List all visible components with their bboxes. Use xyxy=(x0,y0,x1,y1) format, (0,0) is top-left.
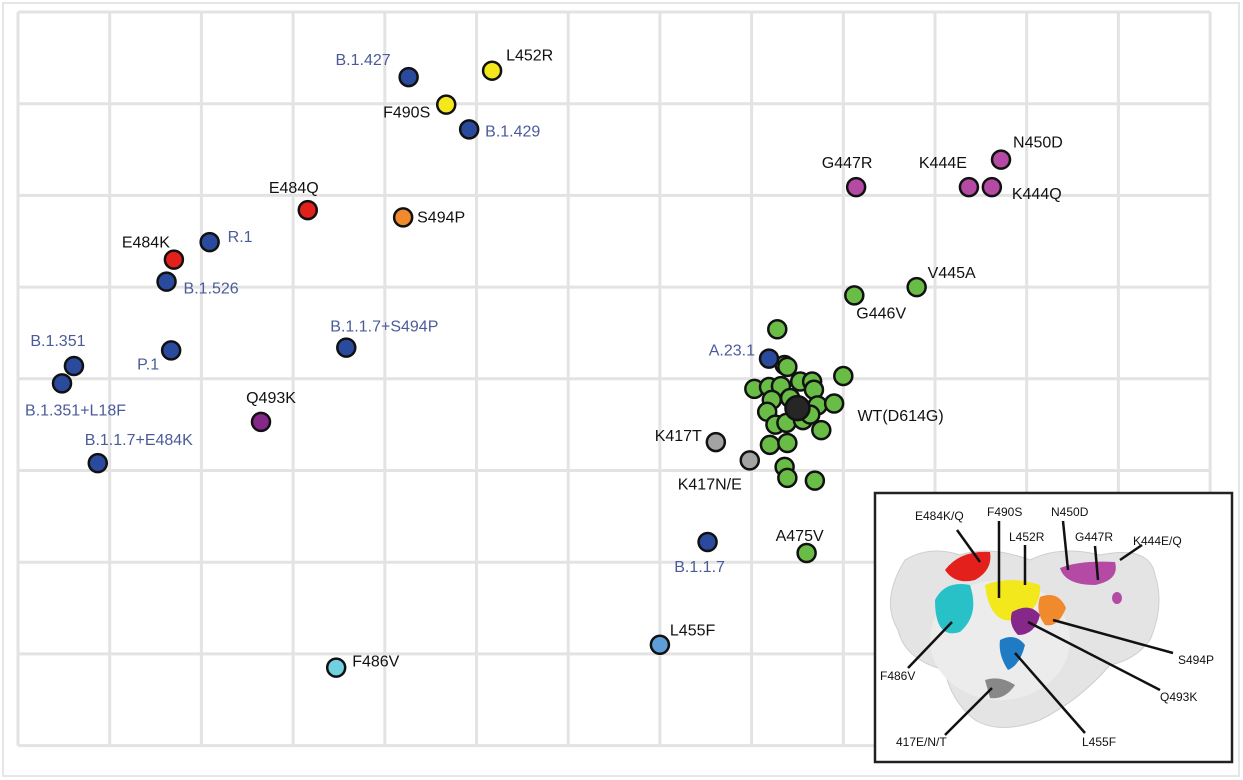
point-label: S494P xyxy=(417,209,465,226)
point xyxy=(811,419,832,441)
point-e484q xyxy=(297,199,319,221)
point-k444q xyxy=(981,176,1003,198)
protein-surface xyxy=(889,550,1160,728)
point-label: Q493K xyxy=(246,390,296,407)
point-label: L452R xyxy=(506,48,553,65)
point-label: B.1.427 xyxy=(335,52,390,69)
point-g447r xyxy=(845,176,867,198)
point-label: P.1 xyxy=(137,356,159,373)
point-g446v xyxy=(844,285,865,306)
point-r-1 xyxy=(199,231,220,253)
inset-labels: E484K/Q F490S L452R N450D G447R K444E/Q … xyxy=(880,505,1214,749)
point xyxy=(767,319,788,340)
point-p-1 xyxy=(160,340,182,361)
inset-label: L455F xyxy=(1082,735,1116,749)
point-labels: B.1.427 L452R F490S B.1.429 E484Q S494P R.1 E48… xyxy=(25,48,1063,671)
inset-leader-lines xyxy=(907,520,1174,736)
point xyxy=(777,432,798,454)
point-f486v xyxy=(325,657,347,678)
point-label: K417N/E xyxy=(678,476,742,493)
point-b-1-1-7-e484k xyxy=(87,452,109,474)
point-label: B.1.1.7+S494P xyxy=(330,319,438,336)
point-label: B.1.1.7+E484K xyxy=(85,432,193,449)
point-b-1-429 xyxy=(458,119,480,140)
point-n450d xyxy=(990,149,1012,170)
point-label: E484K xyxy=(122,235,170,252)
inset-label: E484K/Q xyxy=(915,509,964,523)
point-label: F490S xyxy=(383,105,430,122)
point xyxy=(759,434,781,456)
point-label: B.1.526 xyxy=(184,281,239,298)
inset-label: S494P xyxy=(1178,653,1214,667)
point-label: R.1 xyxy=(228,229,253,246)
point-label: WT(D614G) xyxy=(857,408,943,425)
point-label: B.1.351 xyxy=(30,333,85,350)
point-v445a xyxy=(906,276,927,298)
point xyxy=(777,356,798,378)
point-label: K444E xyxy=(919,155,967,172)
point-label: G446V xyxy=(856,305,906,322)
point xyxy=(777,467,798,489)
point xyxy=(833,365,854,387)
point xyxy=(823,393,845,414)
inset-label: 417E/N/T xyxy=(896,735,947,749)
inset-label: N450D xyxy=(1051,505,1089,519)
point-k444e xyxy=(958,176,980,198)
point-label: A.23.1 xyxy=(709,343,755,360)
point-label: A475V xyxy=(776,528,824,545)
inset-label: G447R xyxy=(1075,530,1113,544)
point-b-1-427 xyxy=(398,66,419,88)
point-wt-d614g- xyxy=(784,394,811,422)
point-k417n-e xyxy=(739,450,761,471)
inset-label: F490S xyxy=(987,505,1022,519)
point-e484k xyxy=(163,249,185,270)
inset-label: Q493K xyxy=(1160,690,1197,704)
point-b-1-1-7 xyxy=(697,531,718,553)
point-b-1-526 xyxy=(156,271,177,292)
point-label: N450D xyxy=(1013,135,1063,152)
point-k417t xyxy=(705,431,727,453)
point-b-1-351-l18f xyxy=(51,373,73,394)
point-label: V445A xyxy=(928,265,976,282)
point-l452r xyxy=(481,60,503,81)
point-label: G447R xyxy=(822,155,873,172)
point-label: B.1.429 xyxy=(485,123,540,140)
point xyxy=(804,470,826,491)
point-b-1-1-7-s494p xyxy=(336,337,357,358)
inset-label: K444E/Q xyxy=(1133,534,1182,548)
point-label: B.1.351+L18F xyxy=(25,402,126,419)
point-a-23-1 xyxy=(758,348,780,369)
point-f490s xyxy=(435,94,457,115)
point-b-1-351 xyxy=(63,355,85,377)
point-a475v xyxy=(796,542,817,564)
inset-label: F486V xyxy=(880,669,915,683)
points xyxy=(51,60,1012,678)
inset-label: L452R xyxy=(1009,530,1045,544)
point-label: E484Q xyxy=(269,180,319,197)
point-label: K417T xyxy=(655,428,702,445)
point-l455f xyxy=(649,634,671,655)
point-label: L455F xyxy=(670,623,716,640)
point-q493k xyxy=(250,411,272,433)
point-label: F486V xyxy=(352,654,399,671)
point-label: B.1.1.7 xyxy=(674,559,725,576)
rbd-structure-inset: E484K/Q F490S L452R N450D G447R K444E/Q … xyxy=(873,491,1234,764)
point-label: K444Q xyxy=(1012,186,1062,203)
point-s494p xyxy=(392,207,414,228)
